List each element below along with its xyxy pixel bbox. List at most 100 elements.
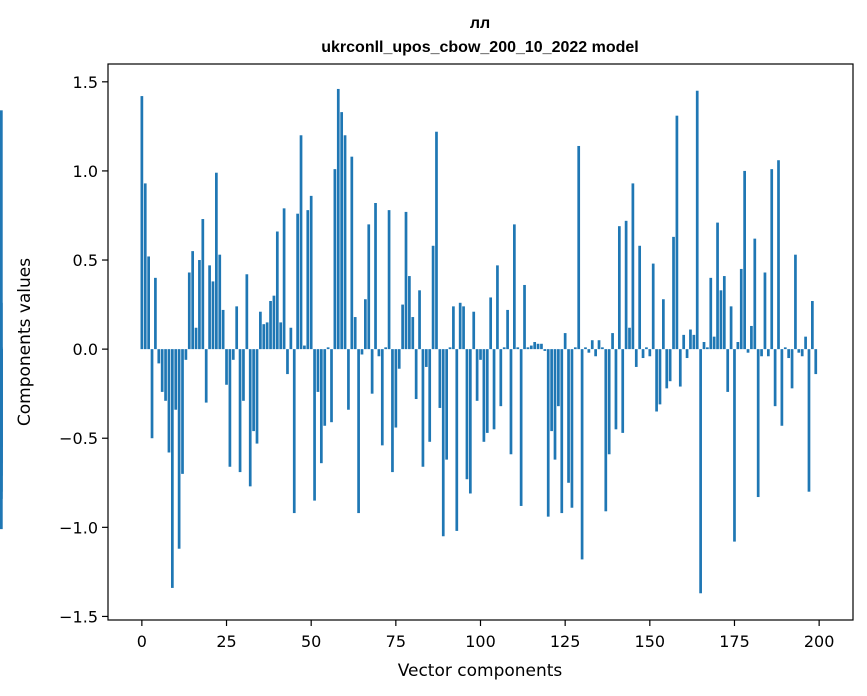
bar-109 (509, 349, 513, 455)
bar-75 (394, 349, 398, 428)
bar-124 (560, 349, 564, 514)
bar-165 (699, 349, 702, 594)
y-tick-label-4: 0.5 (73, 251, 98, 270)
bar-92 (452, 306, 455, 350)
bar-82 (418, 290, 421, 350)
bar-45 (292, 349, 296, 514)
bar-15 (191, 251, 195, 350)
bar-170 (716, 222, 719, 350)
bar-103 (489, 297, 493, 350)
bar-141 (617, 226, 621, 350)
bar-196 (804, 336, 807, 350)
x-tick-label-75: 75 (386, 632, 406, 651)
bar-76 (397, 349, 401, 369)
bar-40 (275, 231, 279, 350)
bar-23 (218, 254, 222, 350)
bar-70 (377, 349, 381, 357)
bar-144 (628, 327, 631, 350)
bar-25 (225, 349, 228, 385)
bar-139 (611, 333, 614, 350)
bar-80 (411, 317, 415, 350)
bar-95 (462, 306, 465, 350)
x-axis-label: Vector components (398, 661, 563, 681)
bar-9 (170, 349, 174, 588)
bar-59 (340, 112, 344, 350)
y-tick-label-0: −1.5 (59, 607, 98, 626)
bar-184 (763, 272, 767, 350)
bar-2 (147, 256, 150, 350)
bar-27 (231, 349, 235, 360)
bar-51 (313, 349, 316, 501)
bar-135 (597, 340, 601, 350)
bar-21 (211, 281, 215, 350)
bar-63 (353, 317, 357, 350)
bar-4 (154, 277, 157, 350)
bar-136 (601, 347, 604, 350)
bar-142 (621, 349, 625, 433)
bar-37 (265, 322, 269, 350)
bar-169 (712, 336, 716, 350)
y-axis-ticks: −1.5 −1.0 −0.5 0.0 0.5 1.0 1.5 (59, 73, 108, 626)
bar-81 (414, 349, 418, 400)
bar-210 (0, 349, 3, 499)
x-tick-label-200: 200 (804, 632, 835, 651)
bar-110 (513, 224, 516, 350)
bar-83 (421, 349, 425, 467)
y-tick-label-6: 1.5 (73, 73, 98, 92)
bar-97 (468, 349, 472, 494)
bar-158 (675, 115, 679, 350)
bar-99 (475, 349, 479, 401)
bar-14 (187, 272, 191, 350)
bar-137 (604, 349, 608, 512)
bar-160 (682, 334, 686, 350)
bar-182 (756, 349, 760, 498)
bar-131 (584, 347, 587, 350)
bar-55 (326, 347, 330, 350)
bar-183 (760, 349, 763, 357)
x-tick-label-125: 125 (550, 632, 581, 651)
bar-161 (685, 349, 689, 359)
bar-190 (783, 347, 787, 350)
bar-72 (384, 347, 388, 350)
bar-3 (150, 349, 154, 439)
bar-46 (296, 213, 299, 350)
bar-1 (143, 183, 147, 350)
bar-104 (492, 349, 496, 430)
bar-156 (668, 349, 672, 382)
bar-179 (746, 349, 750, 353)
bar-108 (506, 309, 509, 350)
x-tick-label-0: 0 (137, 632, 147, 651)
bar-151 (651, 263, 655, 350)
bar-192 (790, 349, 794, 389)
bar-43 (286, 349, 289, 375)
bar-53 (319, 349, 323, 464)
bar-10 (174, 349, 178, 410)
bar-22 (215, 172, 218, 350)
bar-146 (634, 349, 638, 367)
bar-172 (722, 276, 726, 350)
bar-152 (655, 349, 658, 412)
bar-50 (309, 195, 313, 350)
bar-112 (519, 349, 523, 506)
bar-157 (672, 236, 675, 350)
y-tick-label-3: 0.0 (73, 340, 98, 359)
bar-147 (638, 245, 642, 350)
bar-120 (546, 349, 550, 517)
bar-35 (259, 311, 262, 350)
bar-188 (777, 160, 780, 350)
bar-191 (787, 349, 791, 359)
bar-163 (692, 334, 696, 350)
bar-16 (194, 327, 198, 350)
bar-115 (529, 345, 533, 350)
bar-148 (641, 349, 645, 359)
bar-149 (645, 347, 648, 350)
y-tick-label-5: 1.0 (73, 162, 98, 181)
bar-64 (357, 349, 360, 514)
bar-8 (167, 349, 171, 453)
bar-74 (391, 349, 394, 473)
bar-176 (736, 342, 740, 350)
bar-77 (401, 304, 404, 350)
bar-87 (435, 131, 438, 350)
bar-20 (208, 265, 211, 350)
bar-180 (750, 325, 753, 350)
